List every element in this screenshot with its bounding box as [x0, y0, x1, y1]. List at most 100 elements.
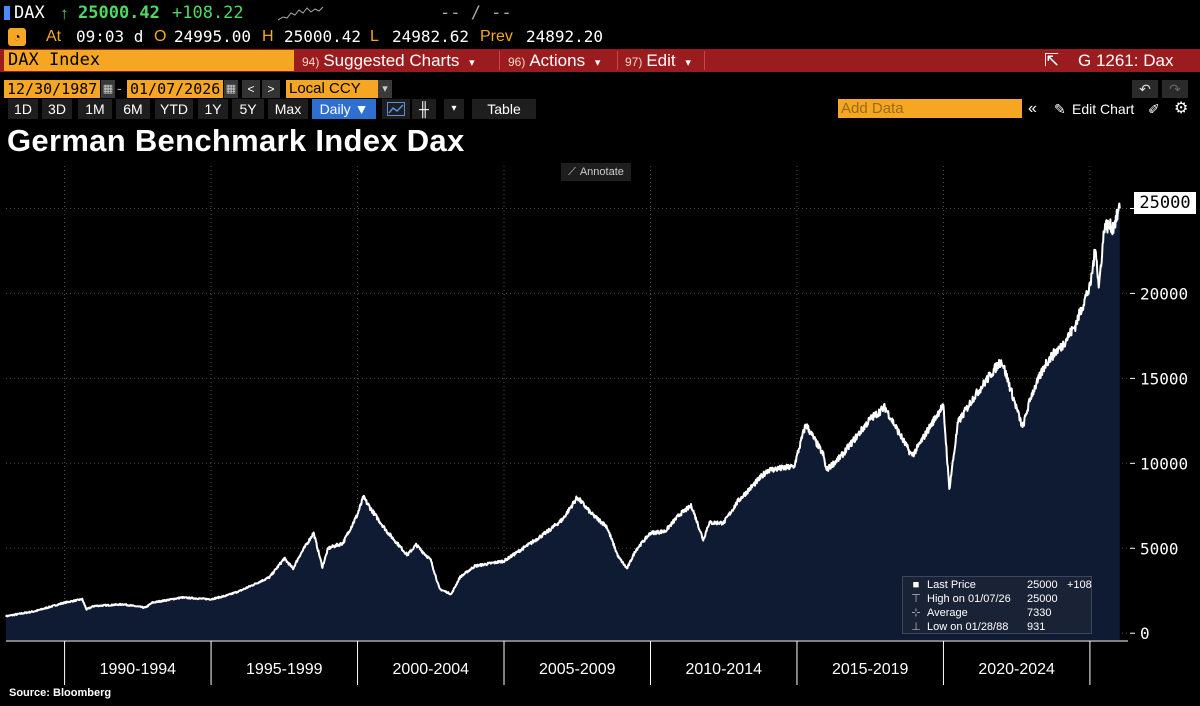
- average-marker-icon: ⊹: [911, 607, 921, 619]
- prev-period-button[interactable]: <: [242, 80, 260, 98]
- low-label: L: [370, 28, 379, 45]
- price-area-fill: [6, 203, 1120, 640]
- annotate-button[interactable]: ⟋ Annotate: [561, 163, 631, 181]
- high-marker-icon: ⊤: [911, 593, 921, 605]
- last-price-tag: 25000: [1134, 192, 1196, 214]
- source-note: Source: Bloomberg: [9, 687, 112, 699]
- table-button[interactable]: Table: [472, 99, 536, 119]
- popout-icon[interactable]: ⇱: [1044, 50, 1060, 70]
- ticker-marker: [4, 6, 10, 20]
- period-tab[interactable]: 1D: [8, 99, 38, 119]
- date-range-bar: 12/30/1987 ▦ - 01/07/2026 ▦ < > Local CC…: [0, 79, 1200, 99]
- menu-label: Actions: [529, 51, 586, 70]
- range-dash: -: [117, 80, 122, 96]
- start-date-input[interactable]: 12/30/1987: [4, 80, 100, 98]
- legend-label: High on 01/07/26: [927, 593, 1011, 605]
- ticker-range: -- / --: [440, 3, 512, 23]
- period-tab[interactable]: 5Y: [232, 99, 264, 119]
- menu-divider: [617, 51, 618, 70]
- next-period-button[interactable]: >: [262, 80, 280, 98]
- calendar-icon[interactable]: ▦: [224, 80, 238, 98]
- pencil-icon: ⟋: [568, 166, 576, 178]
- legend-value: 7330: [1027, 607, 1052, 619]
- x-tick-label: 2005-2009: [539, 661, 616, 678]
- period-tab[interactable]: Max: [268, 99, 308, 119]
- up-arrow-icon: ↑: [60, 4, 69, 23]
- legend-label: Last Price: [927, 579, 976, 591]
- legend-change: +108: [1067, 579, 1092, 591]
- candlestick-icon[interactable]: ╫: [412, 99, 436, 119]
- chevron-down-icon[interactable]: ▾: [378, 80, 392, 98]
- high-value: 25000.42: [284, 27, 362, 46]
- legend-value: 931: [1027, 621, 1046, 633]
- x-tick-label: 2010-2014: [685, 661, 762, 678]
- caret-down-icon: ▾: [685, 57, 691, 69]
- suggested-charts-menu[interactable]: 94) Suggested Charts ▾: [302, 49, 475, 72]
- price-line: [5, 202, 1121, 618]
- menu-divider: [704, 51, 705, 70]
- y-tick-label: 15000: [1140, 369, 1188, 388]
- y-tick-label: 5000: [1140, 539, 1179, 558]
- x-tick-label: 1990-1994: [100, 661, 177, 678]
- gear-icon[interactable]: ⚙: [1174, 100, 1189, 117]
- menu-label: Suggested Charts: [323, 51, 460, 70]
- x-tick-label: 2000-2004: [393, 661, 470, 678]
- chart-title: German Benchmark Index Dax: [7, 123, 465, 158]
- x-tick-label: 1995-1999: [246, 661, 323, 678]
- y-axis: 0 5000 10000 15000 20000: [1130, 207, 1188, 643]
- chevron-down-icon[interactable]: ▾: [444, 99, 464, 119]
- legend-value: 25000: [1027, 593, 1058, 605]
- menu-label: Edit: [646, 51, 676, 70]
- ticker-bar: DAX ↑ 25000.42 +108.22 -- / --: [0, 0, 1200, 26]
- legend-label: Low on 01/28/88: [927, 621, 1009, 633]
- quote-bar: ◔ At 09:03 d O 24995.00 H 25000.42 L 249…: [0, 26, 1200, 48]
- x-tick-label: 2020-2024: [978, 661, 1055, 678]
- legend-row-average: ⊹ Average 7330: [907, 607, 1089, 620]
- menu-number: 94): [302, 55, 320, 69]
- menu-divider: [499, 51, 500, 70]
- price-area: [6, 203, 1120, 640]
- open-label: O: [154, 28, 167, 45]
- at-label: At: [46, 28, 62, 45]
- menu-number: 96): [508, 55, 526, 69]
- security-input[interactable]: DAX Index: [4, 50, 294, 71]
- collapse-icon[interactable]: «: [1028, 100, 1037, 117]
- y-tick-label: 10000: [1140, 454, 1188, 473]
- undo-icon[interactable]: ↶: [1132, 80, 1158, 98]
- function-code: G 1261: Dax: [1078, 51, 1174, 70]
- calendar-icon[interactable]: ▦: [101, 80, 115, 98]
- period-tab[interactable]: YTD: [155, 99, 193, 119]
- high-label: H: [262, 28, 274, 45]
- annotate-label: Annotate: [579, 166, 624, 178]
- period-tab[interactable]: 1Y: [198, 99, 228, 119]
- sparkline-icon: [278, 6, 324, 21]
- currency-select[interactable]: Local CCY: [286, 80, 378, 98]
- period-toolbar: 1D 3D 1M 6M YTD 1Y 5Y Max Daily ▼ ╫ ▾ Ta…: [0, 99, 1200, 119]
- white-square-icon: ■: [912, 579, 920, 591]
- add-data-input[interactable]: Add Data: [838, 99, 1022, 118]
- command-bar: DAX Index 94) Suggested Charts ▾ 96) Actio…: [0, 49, 1200, 72]
- x-axis: 1990-1994 1995-1999 2000-2004 2005-2009 2010…: [6, 640, 1128, 685]
- legend-value: 25000: [1027, 579, 1058, 591]
- pencil-icon[interactable]: ✎: [1054, 101, 1066, 117]
- frequency-select[interactable]: Daily ▼: [312, 99, 376, 119]
- period-tab[interactable]: 1M: [78, 99, 112, 119]
- low-marker-icon: ⊥: [911, 621, 921, 633]
- line-chart-icon[interactable]: [382, 99, 410, 119]
- redo-icon[interactable]: ↷: [1162, 80, 1188, 98]
- gauge-icon: ◔: [8, 28, 26, 46]
- end-date-input[interactable]: 01/07/2026: [127, 80, 223, 98]
- open-value: 24995.00: [174, 27, 252, 46]
- edit-settings-icon[interactable]: ✐: [1148, 101, 1160, 117]
- period-tab[interactable]: 3D: [42, 99, 72, 119]
- caret-down-icon: ▾: [594, 57, 601, 69]
- prev-label: Prev: [480, 28, 513, 45]
- edit-chart-button[interactable]: Edit Chart: [1072, 101, 1135, 117]
- y-tick-label: 0: [1140, 624, 1150, 643]
- edit-menu[interactable]: 97) Edit ▾: [625, 49, 691, 72]
- period-tab[interactable]: 6M: [116, 99, 150, 119]
- quote-time: 09:03 d: [76, 27, 144, 46]
- actions-menu[interactable]: 96) Actions ▾: [508, 49, 600, 72]
- caret-down-icon: ▾: [469, 57, 475, 69]
- low-value: 24982.62: [392, 27, 470, 46]
